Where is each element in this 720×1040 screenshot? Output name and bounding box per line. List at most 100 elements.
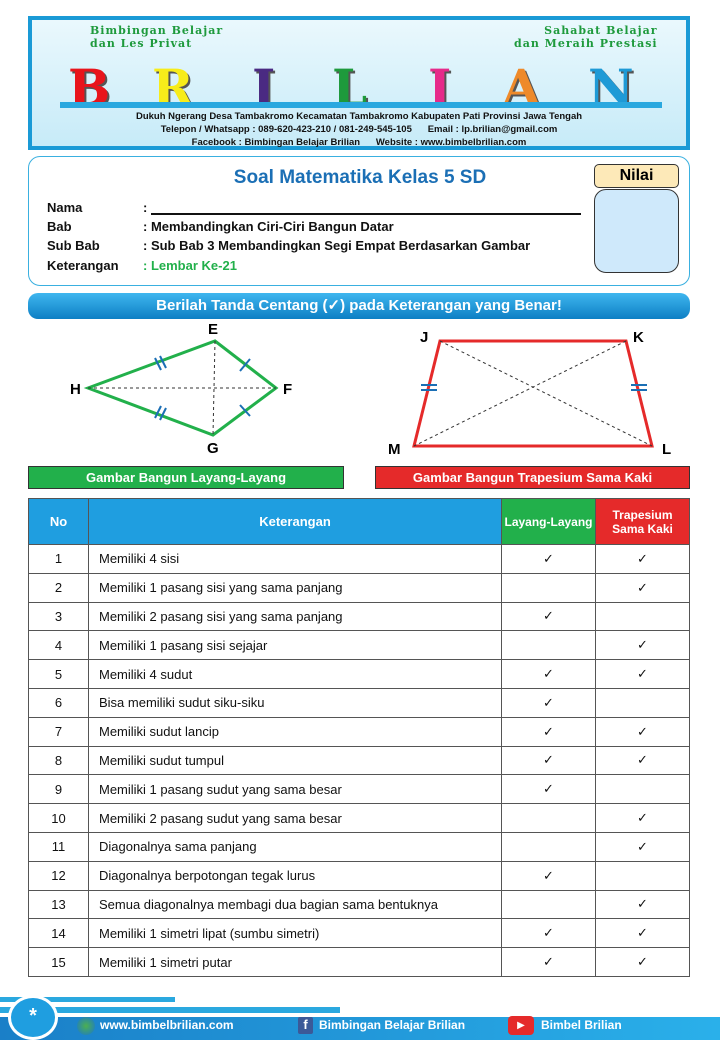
name-label: Nama (47, 200, 83, 215)
tagline-left: Bimbingan Belajar dan Les Privat (90, 24, 224, 50)
row-kite-check[interactable] (501, 831, 596, 862)
row-kite-check[interactable]: ✓ (501, 745, 596, 776)
logo-letter: N (588, 58, 634, 117)
row-trapezoid-check[interactable]: ✓ (595, 803, 690, 833)
row-keterangan: Memiliki 2 pasang sudut yang sama besar (88, 803, 502, 833)
vertex-G: G (207, 440, 219, 457)
footer-facebook[interactable]: Bimbingan Belajar Brilian (319, 1018, 466, 1032)
row-trapezoid-check[interactable]: ✓ (595, 630, 690, 661)
footer-youtube[interactable]: Bimbel Brilian (541, 1018, 622, 1032)
bab-label: Bab (47, 219, 72, 234)
nilai-label: Nilai (594, 164, 679, 188)
table-row: 15 Memiliki 1 simetri putar ✓ ✓ (28, 947, 690, 977)
row-keterangan: Memiliki 4 sisi (88, 544, 502, 574)
row-no: 14 (28, 918, 89, 949)
row-trapezoid-check[interactable] (595, 601, 690, 632)
row-trapezoid-check[interactable] (595, 774, 690, 805)
vertex-L: L (662, 441, 671, 458)
youtube-icon: ▶ (508, 1016, 534, 1035)
name-colon: : (143, 200, 148, 215)
row-kite-check[interactable] (501, 889, 596, 920)
row-keterangan: Diagonalnya sama panjang (88, 831, 502, 862)
page-title: Soal Matematika Kelas 5 SD (233, 167, 487, 188)
row-kite-check[interactable] (501, 803, 596, 833)
kite-caption: Gambar Bangun Layang-Layang (28, 466, 344, 489)
logo-letter: L (332, 58, 368, 117)
row-trapezoid-check[interactable]: ✓ (595, 659, 690, 689)
row-keterangan: Memiliki 1 simetri putar (88, 947, 502, 977)
instruction-bar: Berilah Tanda Centang (✓) pada Keteranga… (28, 293, 690, 319)
table-row: 9 Memiliki 1 pasang sudut yang sama besar… (28, 774, 690, 805)
row-keterangan: Bisa memiliki sudut siku-siku (88, 687, 502, 718)
row-trapezoid-check[interactable]: ✓ (595, 831, 690, 862)
row-trapezoid-check[interactable]: ✓ (595, 544, 690, 574)
row-no: 5 (28, 659, 89, 689)
row-trapezoid-check[interactable]: ✓ (595, 918, 690, 949)
row-no: 6 (28, 687, 89, 718)
subbab-value: : Sub Bab 3 Membandingkan Segi Empat Ber… (143, 238, 531, 253)
table-row: 10 Memiliki 2 pasang sudut yang sama besa… (28, 803, 690, 833)
facebook-icon: f (298, 1017, 313, 1034)
contact: Telepon / Whatsapp : 089-620-423-210 / 0… (160, 124, 558, 135)
row-kite-check[interactable]: ✓ (501, 687, 596, 718)
figures: E F G H J K L M (70, 321, 671, 458)
row-no: 3 (28, 601, 89, 632)
row-trapezoid-check[interactable]: ✓ (595, 572, 690, 603)
row-keterangan: Memiliki sudut tumpul (88, 745, 502, 776)
tagline-right: Sahabat Belajar dan Meraih Prestasi (514, 24, 658, 50)
nilai-box[interactable] (594, 189, 679, 273)
table-row: 13 Semua diagonalnya membagi dua bagian s… (28, 889, 690, 920)
row-kite-check[interactable]: ✓ (501, 716, 596, 747)
table-row: 12 Diagonalnya berpotongan tegak lurus ✓ (28, 860, 690, 891)
header-kite: Layang-Layang (501, 498, 596, 545)
row-no: 9 (28, 774, 89, 805)
row-kite-check[interactable]: ✓ (501, 601, 596, 632)
table-row: 1 Memiliki 4 sisi ✓ ✓ (28, 544, 690, 574)
logo-letter: I (252, 58, 276, 117)
row-kite-check[interactable] (501, 572, 596, 603)
row-no: 12 (28, 860, 89, 891)
row-kite-check[interactable]: ✓ (501, 947, 596, 977)
logo-letter: A (502, 58, 541, 117)
kite-figure: E F G H (70, 321, 292, 457)
row-trapezoid-check[interactable]: ✓ (595, 947, 690, 977)
row-no: 13 (28, 889, 89, 920)
row-trapezoid-check[interactable]: ✓ (595, 745, 690, 776)
row-kite-check[interactable] (501, 630, 596, 661)
trapezoid-figure: J K L M (388, 329, 671, 458)
row-trapezoid-check[interactable]: ✓ (595, 889, 690, 920)
row-no: 7 (28, 716, 89, 747)
row-kite-check[interactable]: ✓ (501, 544, 596, 574)
row-keterangan: Memiliki 1 pasang sudut yang sama besar (88, 774, 502, 805)
row-no: 2 (28, 572, 89, 603)
row-trapezoid-check[interactable]: ✓ (595, 716, 690, 747)
row-trapezoid-check[interactable] (595, 687, 690, 718)
footer-website[interactable]: www.bimbelbrilian.com (100, 1018, 234, 1032)
row-no: 10 (28, 803, 89, 833)
table-row: 14 Memiliki 1 simetri lipat (sumbu simetr… (28, 918, 690, 949)
row-kite-check[interactable]: ✓ (501, 774, 596, 805)
trapezoid-caption: Gambar Bangun Trapesium Sama Kaki (375, 466, 690, 489)
table-row: 6 Bisa memiliki sudut siku-siku ✓ (28, 687, 690, 718)
keterangan-value: : Lembar Ke-21 (143, 258, 237, 273)
header-banner: Bimbingan Belajar dan Les Privat Sahabat … (28, 16, 690, 150)
header-keterangan: Keterangan (88, 498, 502, 545)
logo-letter: B (68, 58, 111, 117)
row-keterangan: Memiliki 4 sudut (88, 659, 502, 689)
social: Facebook : Bimbingan Belajar Brilian Web… (191, 137, 527, 148)
footer: * www.bimbelbrilian.com f Bimbingan Bela… (0, 995, 720, 1040)
row-kite-check[interactable]: ✓ (501, 860, 596, 891)
row-no: 15 (28, 947, 89, 977)
row-kite-check[interactable]: ✓ (501, 918, 596, 949)
row-keterangan: Memiliki 2 pasang sisi yang sama panjang (88, 601, 502, 632)
answer-table: No Keterangan Layang-Layang Trapesium Sa… (28, 498, 690, 977)
row-no: 1 (28, 544, 89, 574)
row-trapezoid-check[interactable] (595, 860, 690, 891)
address: Dukuh Ngerang Desa Tambakromo Kecamatan … (135, 111, 583, 122)
vertex-M: M (388, 441, 401, 458)
name-field[interactable] (151, 213, 581, 215)
table-row: 2 Memiliki 1 pasang sisi yang sama panjan… (28, 572, 690, 603)
row-kite-check[interactable]: ✓ (501, 659, 596, 689)
vertex-J: J (420, 329, 428, 346)
row-no: 8 (28, 745, 89, 776)
